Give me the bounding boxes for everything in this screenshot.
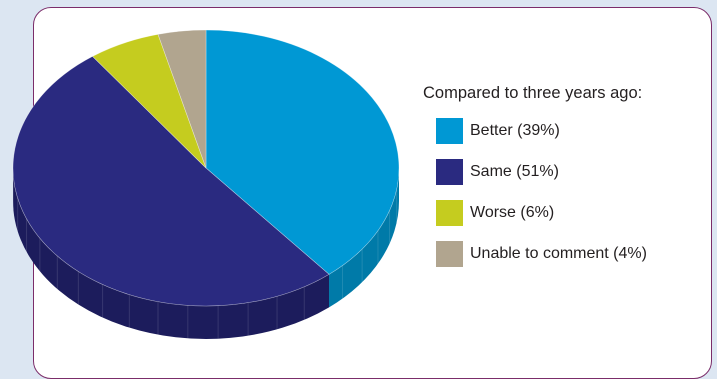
- legend-item-worse: Worse (6%): [436, 200, 554, 226]
- pie-side-same: [13, 168, 330, 339]
- legend-item-same: Same (51%): [436, 159, 559, 185]
- legend-swatch-unable: [436, 241, 463, 267]
- legend-title: Compared to three years ago:: [423, 84, 643, 102]
- pie-slice-same: [12, 55, 330, 307]
- pie-sides: [12, 168, 399, 339]
- legend-label-same: Same (51%): [470, 163, 559, 180]
- pie-slice-unable: [157, 29, 207, 169]
- legend: Compared to three years ago: Better (39%…: [423, 82, 647, 267]
- legend-item-unable: Unable to comment (4%): [436, 241, 647, 267]
- legend-swatch-better: [436, 118, 463, 144]
- legend-swatch-worse: [436, 200, 463, 226]
- pie-tops: [12, 29, 400, 307]
- pie-slice-better: [205, 29, 400, 275]
- pie-side-better: [329, 168, 399, 308]
- legend-item-better: Better (39%): [436, 118, 560, 144]
- legend-label-worse: Worse (6%): [470, 204, 555, 221]
- pie-chart: [12, 29, 400, 339]
- legend-swatch-same: [436, 159, 463, 185]
- legend-label-unable: Unable to comment (4%): [470, 245, 647, 262]
- legend-label-better: Better (39%): [470, 122, 560, 139]
